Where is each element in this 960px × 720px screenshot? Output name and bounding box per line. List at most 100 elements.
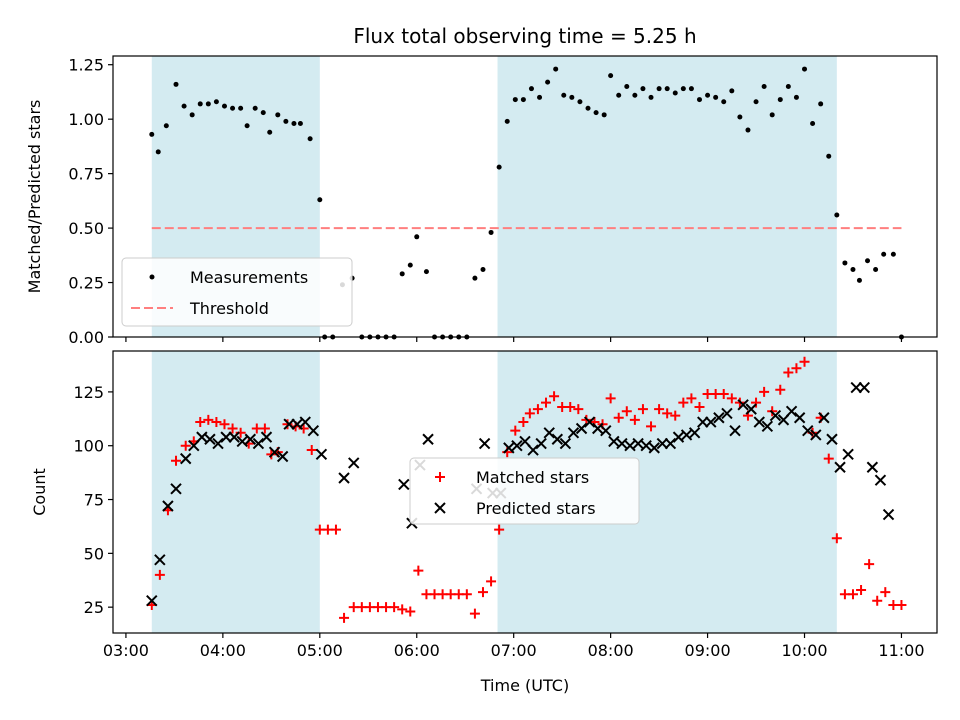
data-point	[518, 417, 529, 428]
data-point	[461, 589, 472, 600]
x-tick-label: 08:00	[588, 641, 634, 660]
data-point	[299, 416, 311, 428]
data-point	[729, 424, 741, 437]
data-point	[472, 275, 478, 281]
data-point	[656, 86, 662, 92]
data-point	[882, 508, 895, 521]
data-point	[338, 472, 350, 484]
data-point	[585, 105, 591, 111]
data-point	[244, 123, 250, 129]
data-point	[864, 559, 875, 570]
data-point	[648, 442, 660, 454]
data-point	[713, 94, 719, 100]
data-point	[407, 262, 413, 268]
x-tick-label: 03:00	[103, 641, 149, 660]
data-point	[600, 424, 612, 437]
data-point	[753, 99, 759, 105]
data-point	[317, 197, 323, 203]
data-point	[259, 423, 270, 434]
data-point	[802, 424, 814, 437]
data-point	[880, 587, 891, 598]
legend-label: Predicted stars	[476, 499, 596, 518]
data-point	[624, 440, 636, 452]
data-point	[632, 437, 644, 450]
data-point	[339, 612, 350, 623]
data-point	[180, 440, 191, 451]
data-point	[678, 397, 689, 408]
data-point	[664, 437, 677, 450]
data-point	[826, 153, 832, 159]
data-point	[496, 164, 502, 170]
data-point	[745, 403, 757, 415]
data-point	[793, 412, 806, 424]
chart-title: Flux total observing time = 5.25 h	[353, 24, 696, 48]
data-point	[753, 416, 765, 428]
data-point	[858, 381, 871, 394]
data-point	[842, 448, 854, 461]
data-point	[469, 608, 480, 619]
data-point	[856, 277, 862, 283]
data-point	[260, 110, 266, 116]
y-axis-label: Count	[30, 468, 49, 516]
plot-frame	[112, 350, 938, 634]
data-point	[330, 524, 341, 535]
data-point	[826, 433, 838, 445]
data-point	[785, 83, 791, 89]
data-point	[834, 461, 846, 473]
panels: 0.00 0.25 0.50 0.75 1.00 1.25 Matched/Predicte…	[25, 55, 938, 660]
data-point	[213, 99, 219, 105]
data-point	[662, 408, 673, 419]
data-point	[680, 429, 693, 441]
x-tick-label: 10:00	[781, 641, 827, 660]
data-point	[856, 584, 867, 595]
data-point	[219, 419, 230, 430]
data-point	[896, 600, 907, 611]
y-tick-label: 125	[73, 383, 104, 402]
data-point	[866, 461, 879, 473]
data-point	[155, 149, 161, 155]
data-point	[399, 271, 405, 277]
y-tick-label: 1.00	[68, 110, 104, 129]
data-point	[494, 524, 505, 535]
data-point	[769, 409, 782, 422]
data-point	[629, 414, 640, 425]
y-tick-label: 50	[84, 544, 104, 563]
data-point	[405, 606, 416, 617]
x-tick-label: 04:00	[200, 641, 246, 660]
data-point	[567, 427, 580, 439]
data-point	[268, 446, 281, 458]
data-point	[478, 437, 491, 450]
data-point	[196, 431, 208, 443]
y-tick-label: 100	[73, 437, 104, 456]
data-point	[307, 136, 313, 142]
data-point	[422, 433, 434, 445]
x-tick-label: 06:00	[394, 641, 440, 660]
data-point	[503, 442, 515, 454]
data-point	[267, 129, 273, 135]
y-axis-label: Matched/Predicted stars	[25, 100, 44, 294]
data-point	[751, 397, 762, 408]
data-point	[477, 587, 488, 598]
data-point	[874, 474, 887, 486]
data-point	[244, 433, 257, 445]
data-point	[640, 86, 646, 92]
data-point	[688, 86, 694, 92]
data-point	[252, 437, 265, 450]
data-point	[315, 448, 328, 461]
data-point	[276, 450, 289, 463]
data-point	[761, 420, 774, 433]
data-point	[524, 408, 535, 419]
data-point	[154, 554, 166, 566]
data-point	[549, 391, 560, 402]
data-point	[181, 103, 187, 109]
data-point	[204, 433, 216, 445]
data-point	[504, 118, 510, 124]
data-point	[282, 419, 293, 430]
data-point	[195, 417, 206, 428]
y-tick-label: 0.25	[68, 274, 104, 293]
ratio-panel: 0.00 0.25 0.50 0.75 1.00 1.25 Matched/Predicte…	[25, 55, 938, 347]
data-point	[632, 92, 638, 98]
data-point	[532, 404, 543, 415]
data-point	[705, 92, 711, 98]
data-point	[252, 105, 258, 111]
